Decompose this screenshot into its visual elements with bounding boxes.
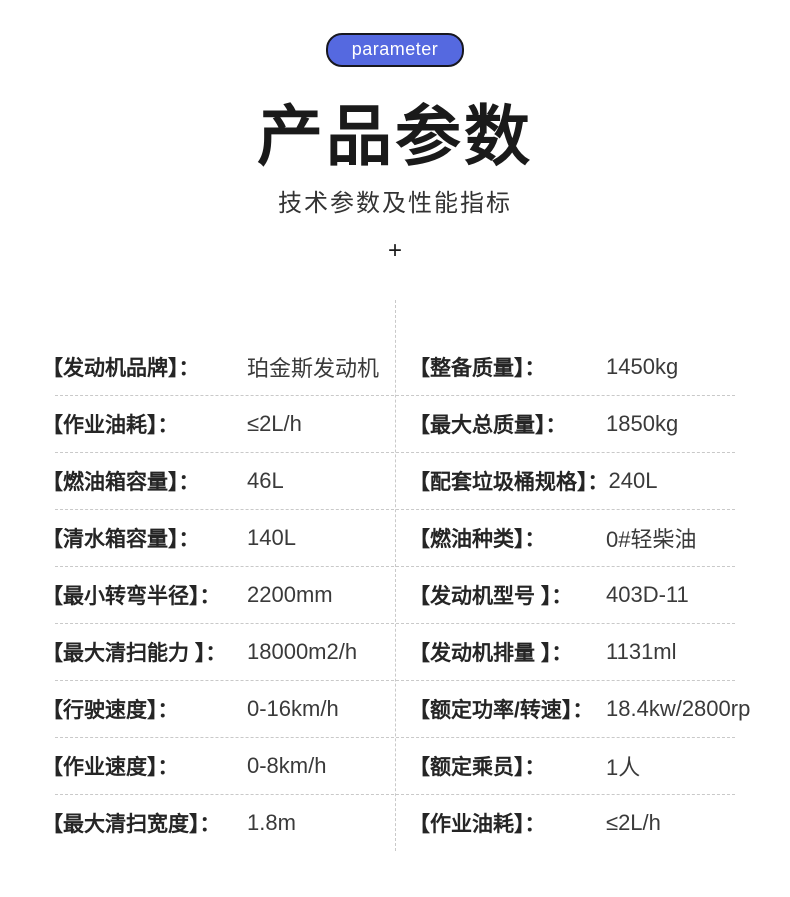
spec-value: 0#轻柴油 [606, 526, 697, 552]
spec-cell: 【整备质量】： 1450kg [395, 338, 750, 395]
spec-value: 1人 [606, 754, 641, 780]
spec-cell: 【清水箱容量】： 140L [40, 509, 395, 566]
spec-value: 140L [247, 524, 296, 550]
spec-value: 0-16km/h [247, 695, 339, 721]
spec-label: 【作业速度】： [42, 755, 179, 779]
spec-value: ≤2L/h [606, 809, 661, 835]
spec-cell: 【最大清扫能力 】： 18000m2/h [40, 623, 395, 680]
spec-label: 【额定功率/转速】： [409, 698, 594, 722]
spec-cell: 【燃油种类】： 0#轻柴油 [395, 509, 750, 566]
spec-cell: 【最小转弯半径】： 2200mm [40, 566, 395, 623]
spec-label: 【清水箱容量】： [42, 527, 200, 551]
spec-label: 【额定乘员】： [409, 755, 546, 779]
spec-value: 18.4kw/2800rpm [606, 695, 750, 721]
spec-cell: 【最大清扫宽度】： 1.8m [40, 794, 395, 851]
spec-label: 【行驶速度】： [42, 698, 179, 722]
spec-value: 1131ml [606, 638, 677, 664]
spec-table: 【发动机品牌】： 珀金斯发动机 【整备质量】： 1450kg 【作业油耗】： ≤2L/h 【… [40, 300, 750, 851]
spec-cell: 【燃油箱容量】： 46L [40, 452, 395, 509]
row-divider [55, 395, 735, 396]
spec-label: 【整备质量】： [409, 356, 546, 380]
spec-label: 【发动机排量 】： [409, 641, 573, 665]
spec-cell: 【配套垃圾桶规格】： 240L [395, 452, 750, 509]
spec-cell: 【额定功率/转速】： 18.4kw/2800rpm [395, 680, 750, 737]
spec-value: 240L [608, 467, 658, 493]
spec-label: 【作业油耗】： [409, 812, 546, 836]
spec-cell: 【作业油耗】： ≤2L/h [395, 794, 750, 851]
spec-value: 0-8km/h [247, 752, 327, 778]
page-title: 产品参数 [257, 99, 533, 173]
row-divider [55, 566, 735, 567]
spec-value: 18000m2/h [247, 638, 358, 664]
spec-cell: 【作业速度】： 0-8km/h [40, 737, 395, 794]
spec-label: 【燃油箱容量】： [42, 470, 200, 494]
row-divider [55, 680, 735, 681]
row-divider [55, 737, 735, 738]
page-header: parameter 产品参数 技术参数及性能指标 + [0, 0, 790, 265]
spec-value: 1850kg [606, 410, 679, 436]
spec-value: 1450kg [606, 353, 679, 379]
spec-cell: 【发动机型号 】： 403D-11 [395, 566, 750, 623]
spec-label: 【发动机型号 】： [409, 584, 573, 608]
row-divider [55, 509, 735, 510]
spec-value: 1.8m [247, 809, 296, 835]
spec-value: 2200mm [247, 581, 333, 607]
spec-cell: 【发动机品牌】： 珀金斯发动机 [40, 338, 395, 395]
spec-value: 珀金斯发动机 [247, 355, 380, 381]
spec-label: 【发动机品牌】： [42, 356, 200, 380]
spec-cell: 【额定乘员】： 1人 [395, 737, 750, 794]
spec-value: ≤2L/h [247, 410, 302, 436]
spec-label: 【最大清扫能力 】： [42, 641, 227, 665]
plus-icon: + [387, 237, 402, 264]
spec-value: 46L [247, 467, 284, 493]
spec-cell: 【最大总质量】： 1850kg [395, 395, 750, 452]
row-divider [55, 452, 735, 453]
spec-cell: 【行驶速度】： 0-16km/h [40, 680, 395, 737]
spec-label: 【配套垃圾桶规格】： [409, 470, 609, 494]
row-divider [55, 794, 735, 795]
column-divider [395, 300, 396, 851]
spec-cell: 【发动机排量 】： 1131ml [395, 623, 750, 680]
spec-label: 【作业油耗】： [42, 413, 179, 437]
spec-label: 【燃油种类】： [409, 527, 546, 551]
spec-cell: 【作业油耗】： ≤2L/h [40, 395, 395, 452]
spec-label: 【最大清扫宽度】： [42, 812, 221, 836]
spec-label: 【最小转弯半径】： [42, 584, 221, 608]
spec-label: 【最大总质量】： [409, 413, 567, 437]
page-subtitle: 技术参数及性能指标 [278, 190, 512, 217]
row-divider [55, 623, 735, 624]
spec-value: 403D-11 [606, 581, 689, 607]
parameter-badge: parameter [325, 33, 465, 67]
spec-table-grid: 【发动机品牌】： 珀金斯发动机 【整备质量】： 1450kg 【作业油耗】： ≤2L/h 【… [40, 300, 750, 851]
